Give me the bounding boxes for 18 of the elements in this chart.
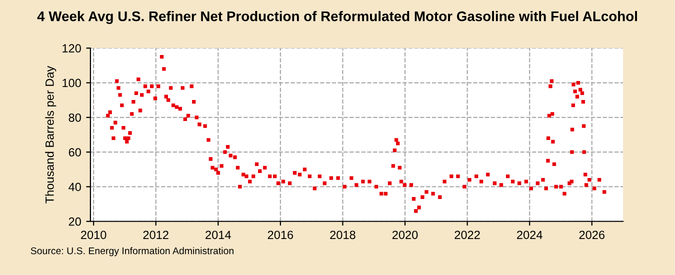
y-tick-label: 120 [62, 44, 81, 53]
y-axis-title: Thousand Barrels per Day [45, 66, 56, 204]
x-tick-label: 2018 [330, 230, 356, 240]
x-tick-label: 2024 [517, 230, 542, 240]
x-tick-label: 2010 [81, 230, 106, 240]
x-tick-label: 2016 [268, 230, 294, 240]
x-tick-label: 2012 [143, 230, 168, 240]
x-tick-label: 2026 [579, 230, 604, 240]
y-tick-label: 60 [68, 148, 81, 156]
y-tick-label: 100 [62, 78, 81, 88]
x-tick-label: 2014 [206, 230, 231, 240]
y-tick-label: 40 [68, 182, 81, 192]
chart-title: 4 Week Avg U.S. Refiner Net Production of Reformulated Motor Gasoline with Fuel ALcohol [37, 11, 637, 24]
y-tick-label: 80 [68, 113, 81, 122]
source-note: Source: U.S. Energy Information Administration [30, 247, 234, 256]
x-tick-label: 2022 [454, 230, 480, 240]
y-tick-label: 20 [68, 217, 81, 226]
x-tick-label: 2020 [392, 230, 418, 240]
